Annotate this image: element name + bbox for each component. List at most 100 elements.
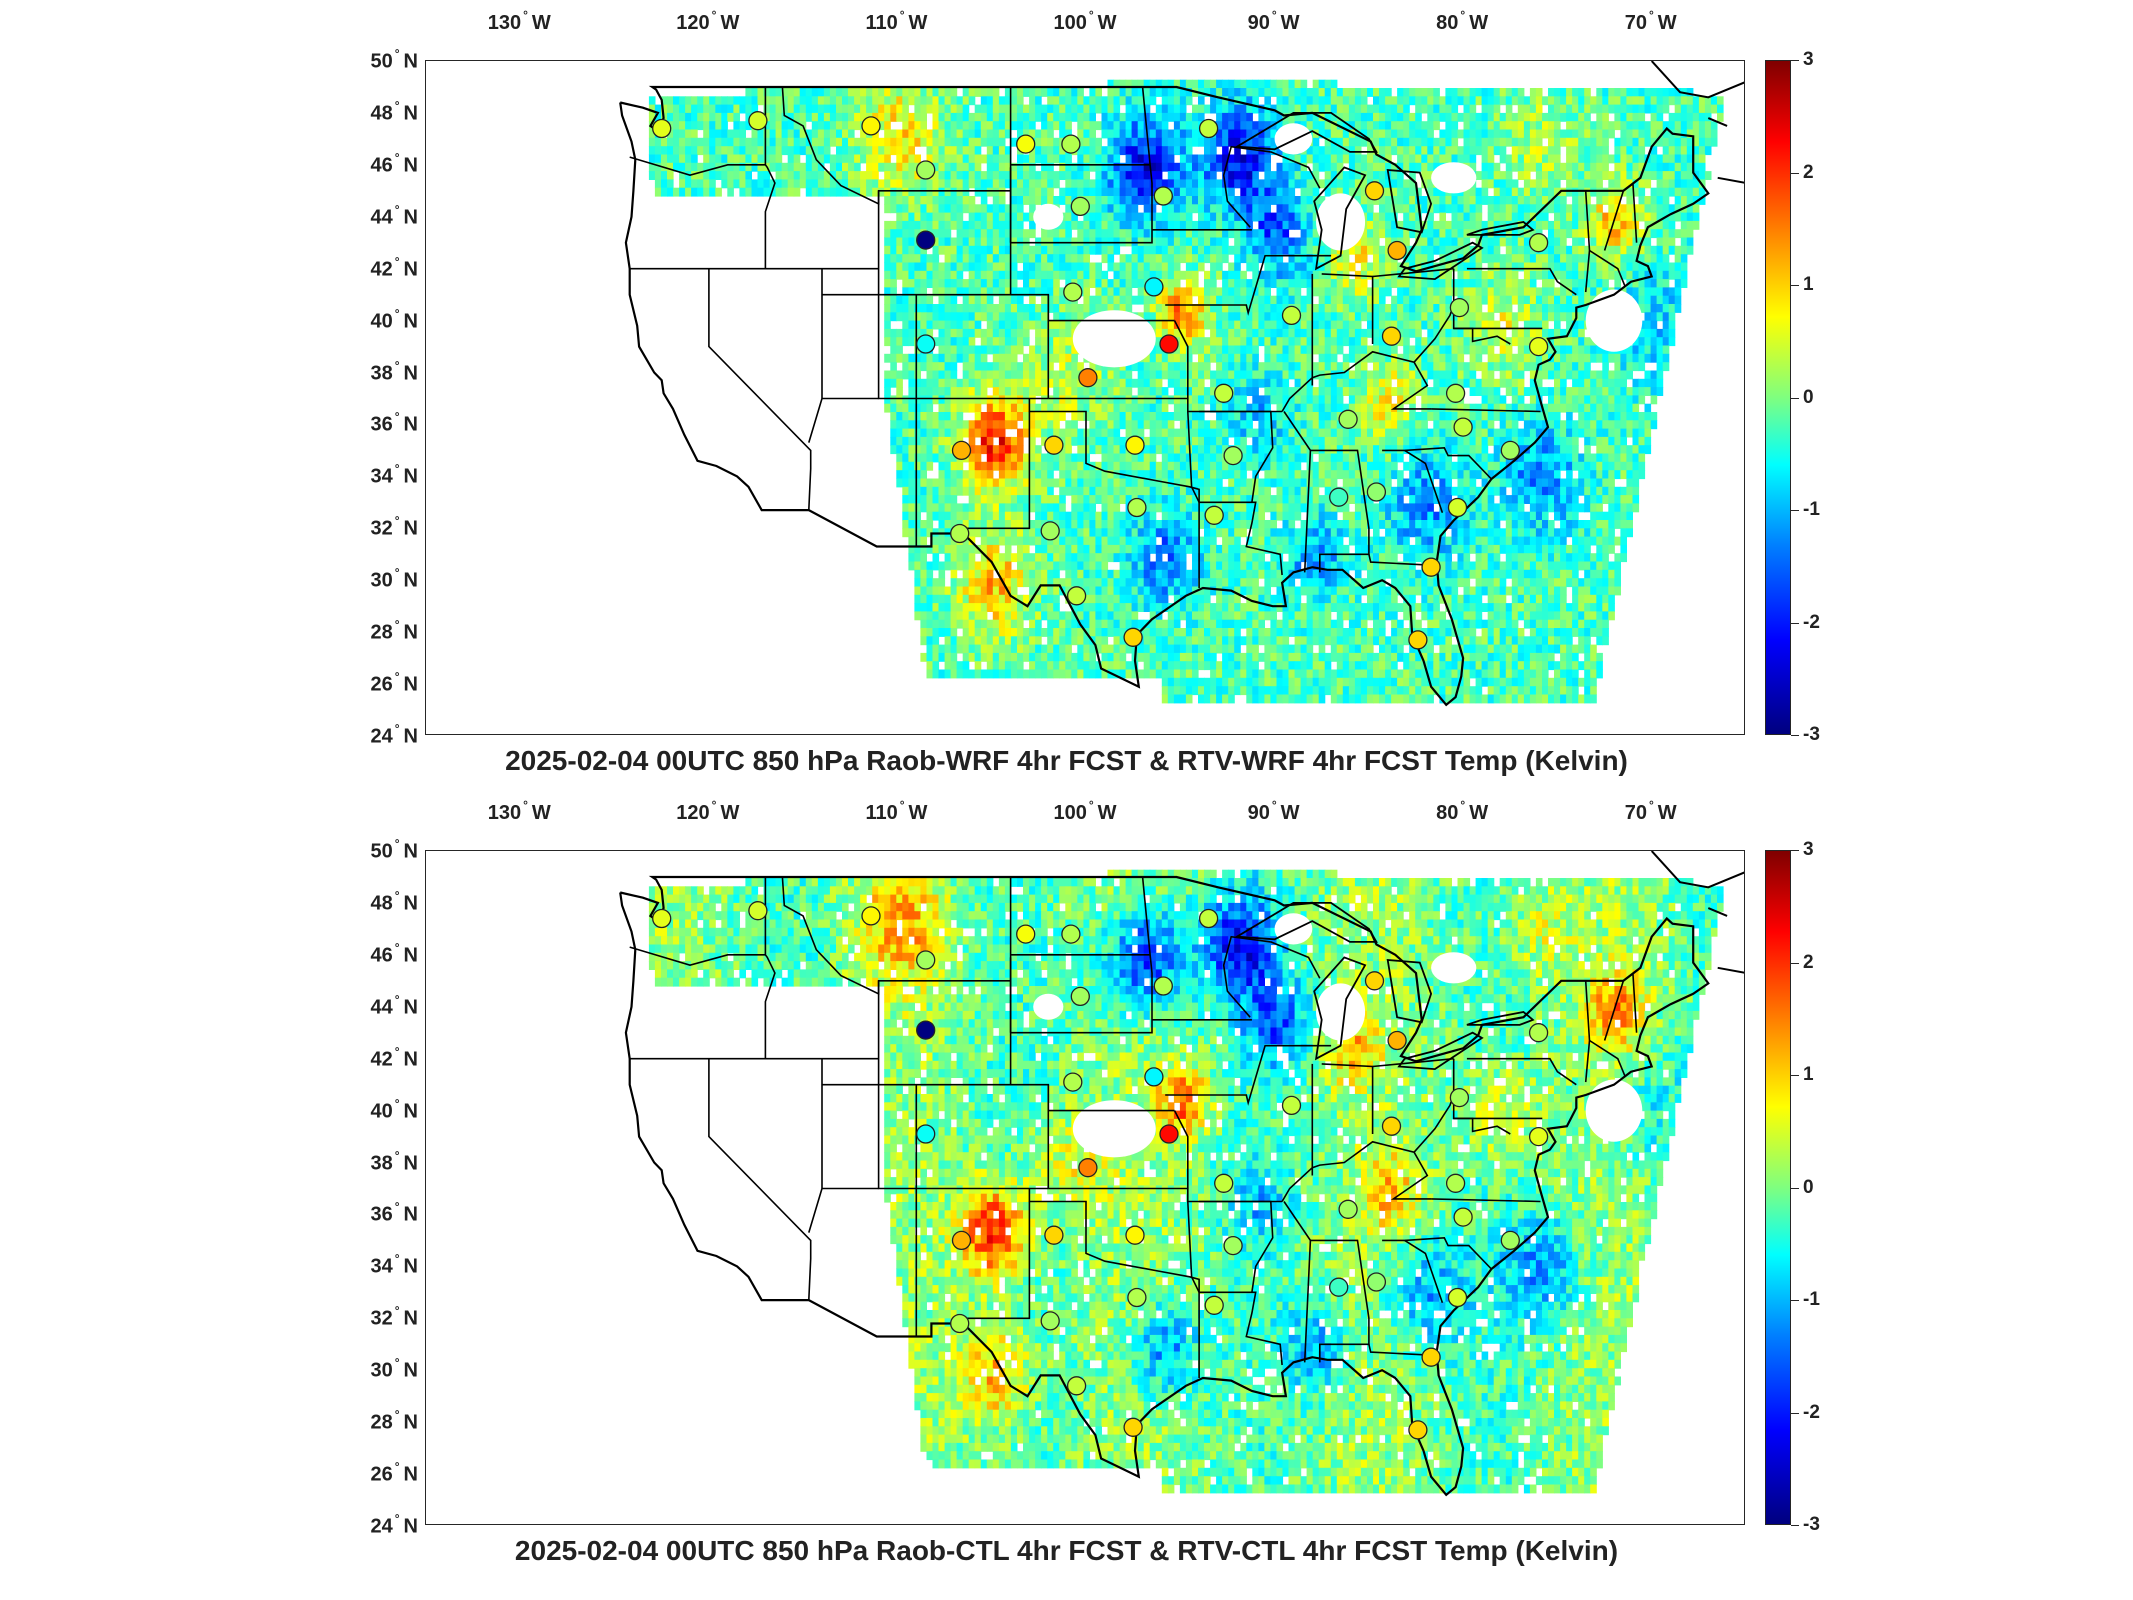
raob-station-marker [1329,1277,1349,1297]
colorbar-tick [1791,397,1799,399]
raob-station-marker [1445,1173,1466,1193]
colorbar-tick [1791,285,1799,286]
raob-station-marker [1528,336,1549,357]
raob-station-marker [916,950,936,970]
state-border [1281,1140,1432,1202]
raob-station-marker [1408,1420,1428,1440]
map-panel-top: 130 ° W 120 ° W 110 ° W 100 ° W 90 ° W 80 ° W 70 ° W 50 ° N 48 ° N… [0,0,2133,790]
lon-label: 70 ° W [1624,798,1677,824]
state-border [1165,1044,1332,1106]
lat-label: 48 ° N [370,888,418,915]
lon-label: 130 ° W [487,8,551,34]
raob-station-marker [1061,924,1081,944]
state-border [781,876,1011,996]
raob-station-marker [1070,986,1090,1007]
raob-station-marker [1127,497,1147,518]
lon-label: 80 ° W [1436,8,1489,34]
raob-station-marker [950,1313,970,1334]
colorbar-tick-label: -2 [1803,1401,1820,1423]
coastline [1707,907,1728,917]
raob-station-marker [1447,1287,1468,1308]
state-border [1632,182,1638,243]
raob-station-marker [1528,1023,1549,1043]
lat-label: 36 ° N [370,409,418,436]
state-border [1431,1198,1541,1203]
lon-label: 120 ° W [676,798,740,824]
raob-station-marker [1016,134,1036,154]
state-border [1010,86,1153,244]
raob-station-marker [748,111,768,131]
lat-label: 28 ° N [370,617,418,644]
colorbar-tick [1791,1412,1799,1414]
great-lake-shore [1313,166,1367,271]
state-border [1165,254,1332,316]
raob-station-marker [1159,1124,1179,1144]
raob-station-marker [1144,1067,1164,1087]
lon-label: 110 ° W [865,8,928,34]
raob-station-marker [1153,976,1173,996]
lat-label: 40 ° N [370,306,418,333]
state-border [1028,1188,1200,1378]
state-border [764,87,776,269]
colorbar-tick-label: 0 [1803,1176,1814,1198]
raob-station-marker [1127,1287,1147,1308]
great-lake-shore [1466,1011,1535,1026]
colorbar-tick-label: 1 [1803,274,1814,295]
raob-station-marker [1125,435,1145,455]
colorbar-tick [1791,622,1799,624]
lat-label: 50 ° N [370,46,418,73]
state-border [1028,398,1200,588]
raob-station-marker [916,230,936,250]
raob-station-marker [1078,1158,1098,1178]
colorbar-tick [1791,60,1799,61]
state-border [877,190,1049,400]
raob-station-marker [1044,1225,1064,1245]
lat-label: 44 ° N [370,202,418,229]
state-border [1632,972,1638,1033]
colorbar-tick [1791,1300,1799,1301]
raob-station-marker [1123,1417,1143,1437]
raob-station-marker [1066,586,1087,606]
state-border [1173,320,1189,399]
state-border [808,1058,823,1233]
great-lake-shore [1233,902,1378,943]
raob-station-marker [1381,1116,1402,1136]
state-border [877,980,1049,1190]
raob-station-marker [1204,505,1224,525]
colorbar-tick [1791,510,1799,511]
raob-station-marker [1408,630,1428,650]
state-border [1603,190,1625,251]
colorbar-tick [1791,850,1799,851]
state-border [808,268,823,443]
raob-station-marker [1387,1030,1407,1051]
state-border [1199,1200,1274,1293]
raob-station-marker [1381,326,1402,346]
lat-label: 24 ° N [370,1511,418,1538]
colorbar-tick-label: -3 [1803,1514,1820,1535]
raob-station-marker [748,901,768,921]
raob-station-marker [1387,240,1407,261]
raob-station-marker [1421,1347,1441,1367]
colorbar-tick-label: -2 [1803,611,1820,633]
state-border [708,1058,812,1301]
raob-station-marker [1366,482,1387,502]
state-border [822,190,880,296]
raob-station-marker [1044,435,1064,455]
lat-label: 26 ° N [370,669,418,696]
raob-station-marker [1198,908,1219,929]
raob-station-marker [1500,440,1520,461]
raob-station-marker [1214,1173,1234,1193]
colorbar-tick [1791,172,1799,174]
state-border [1199,1291,1283,1366]
raob-station-marker [1449,297,1470,318]
lat-label: 42 ° N [370,1044,418,1071]
raob-station-marker [1366,1272,1387,1292]
colorbar-tick [1791,1525,1799,1526]
lon-label: 120 ° W [676,8,740,34]
state-border [1466,267,1577,296]
lon-label: 100 ° W [1053,798,1117,824]
great-lake-shore [1313,956,1367,1061]
raob-station-marker [916,1124,936,1144]
lat-label: 24 ° N [370,721,418,748]
raob-station-marker [1453,1207,1473,1227]
